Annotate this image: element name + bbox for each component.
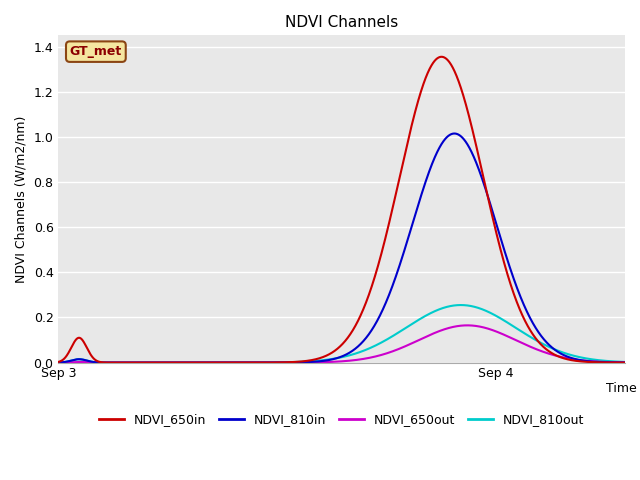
Text: GT_met: GT_met: [70, 45, 122, 58]
NDVI_650in: [438, 54, 445, 60]
NDVI_810in: [54, 360, 62, 365]
NDVI_650in: [474, 148, 481, 154]
Y-axis label: NDVI Channels (W/m2/nm): NDVI Channels (W/m2/nm): [15, 115, 28, 283]
Line: NDVI_650in: NDVI_650in: [58, 57, 640, 362]
NDVI_650in: [301, 358, 308, 364]
Line: NDVI_650out: NDVI_650out: [58, 325, 640, 362]
NDVI_810out: [441, 305, 449, 311]
NDVI_810out: [172, 360, 179, 365]
NDVI_650in: [535, 339, 543, 345]
NDVI_650out: [584, 358, 592, 364]
NDVI_650in: [584, 359, 592, 365]
NDVI_650out: [535, 348, 543, 353]
NDVI_650in: [131, 360, 139, 365]
Title: NDVI Channels: NDVI Channels: [285, 15, 398, 30]
NDVI_650out: [54, 360, 62, 365]
NDVI_810in: [474, 163, 481, 168]
NDVI_650out: [127, 360, 134, 365]
Legend: NDVI_650in, NDVI_810in, NDVI_650out, NDVI_810out: NDVI_650in, NDVI_810in, NDVI_650out, NDV…: [94, 408, 589, 431]
NDVI_650out: [172, 360, 179, 365]
NDVI_810in: [301, 360, 308, 365]
NDVI_810in: [584, 358, 592, 364]
NDVI_810out: [122, 360, 129, 365]
NDVI_650in: [441, 55, 449, 60]
NDVI_810out: [535, 339, 543, 345]
NDVI_810out: [54, 360, 62, 365]
NDVI_810out: [584, 356, 592, 361]
NDVI_650out: [441, 326, 449, 332]
NDVI_810out: [474, 305, 481, 311]
NDVI_810in: [451, 131, 458, 136]
NDVI_810in: [131, 360, 139, 365]
NDVI_650out: [474, 324, 481, 329]
NDVI_810in: [441, 137, 449, 143]
NDVI_650out: [463, 323, 471, 328]
NDVI_650in: [54, 359, 62, 365]
Line: NDVI_810out: NDVI_810out: [58, 305, 640, 362]
X-axis label: Time: Time: [605, 382, 636, 395]
Line: NDVI_810in: NDVI_810in: [58, 133, 640, 362]
NDVI_810out: [301, 359, 308, 364]
NDVI_810out: [457, 302, 465, 308]
NDVI_810in: [535, 330, 543, 336]
NDVI_810in: [172, 360, 179, 365]
NDVI_650out: [301, 360, 308, 365]
NDVI_650in: [172, 360, 179, 365]
